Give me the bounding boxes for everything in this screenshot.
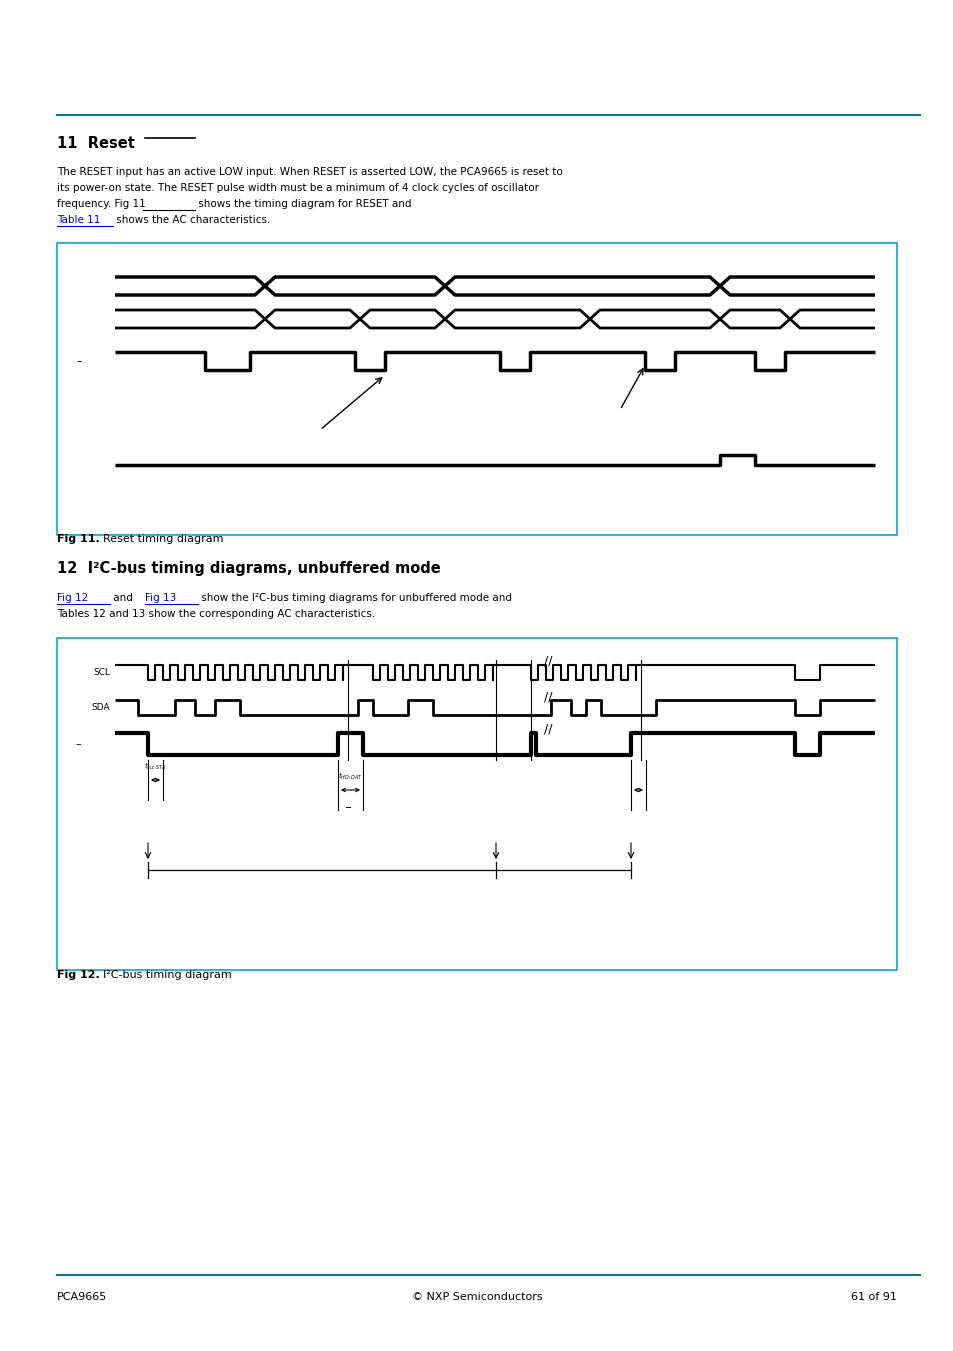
Text: –: – [76, 357, 82, 366]
Text: show the I²C-bus timing diagrams for unbuffered mode and: show the I²C-bus timing diagrams for unb… [198, 593, 512, 603]
Text: 61 of 91: 61 of 91 [850, 1292, 896, 1302]
Text: PCA9665: PCA9665 [57, 1292, 107, 1302]
Text: Fig 11.: Fig 11. [57, 534, 100, 544]
Text: SCL: SCL [92, 667, 110, 677]
Text: shows the AC characteristics.: shows the AC characteristics. [112, 215, 270, 226]
Text: shows the timing diagram for RESET and: shows the timing diagram for RESET and [194, 199, 411, 209]
Bar [57, 243, 896, 535]
Text: $\mathbf{-}$: $\mathbf{-}$ [344, 801, 352, 811]
Text: //: // [543, 655, 552, 667]
Text: Fig 12: Fig 12 [57, 593, 89, 603]
Text: and: and [110, 593, 136, 603]
Text: The RESET input has an active LOW input. When RESET is asserted LOW, the PCA9665: The RESET input has an active LOW input.… [57, 168, 562, 177]
Text: $t_{HD;DAT}$: $t_{HD;DAT}$ [337, 770, 363, 781]
Bar [57, 638, 896, 970]
Text: –: – [75, 739, 81, 748]
Text: 12  I²C-bus timing diagrams, unbuffered mode: 12 I²C-bus timing diagrams, unbuffered m… [57, 561, 440, 576]
Text: I²C-bus timing diagram: I²C-bus timing diagram [103, 970, 232, 979]
Text: Reset timing diagram: Reset timing diagram [103, 534, 223, 544]
Text: © NXP Semiconductors: © NXP Semiconductors [412, 1292, 541, 1302]
Text: 11  Reset: 11 Reset [57, 136, 134, 151]
Text: $t_{su;STA}$: $t_{su;STA}$ [144, 761, 166, 771]
Text: its power-on state. The RESET pulse width must be a minimum of 4 clock cycles of: its power-on state. The RESET pulse widt… [57, 182, 538, 193]
Text: Fig 13: Fig 13 [145, 593, 176, 603]
Text: //: // [543, 690, 552, 703]
Text: Fig 12.: Fig 12. [57, 970, 100, 979]
Text: //: // [543, 723, 552, 736]
Text: SDA: SDA [91, 703, 110, 712]
Text: Table 11: Table 11 [57, 215, 100, 226]
Text: frequency. Fig 11: frequency. Fig 11 [57, 199, 146, 209]
Text: Tables 12 and 13 show the corresponding AC characteristics.: Tables 12 and 13 show the corresponding … [57, 609, 375, 619]
